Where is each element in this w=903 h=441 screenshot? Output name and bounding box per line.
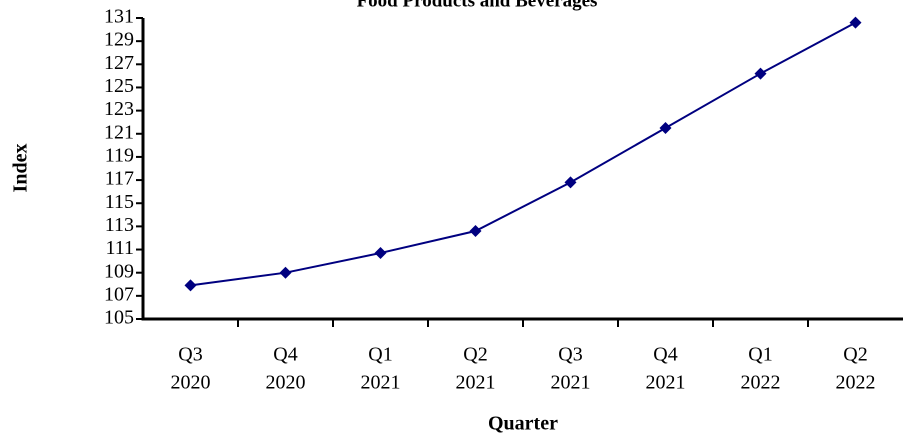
marker (184, 279, 197, 292)
y-tick-label: 121 (104, 121, 134, 143)
x-tick-label: 2022 (836, 372, 876, 394)
y-tick-label: 115 (105, 191, 134, 213)
y-tick-label: 125 (104, 75, 134, 97)
marker (469, 225, 482, 238)
x-tick-label: 2021 (551, 372, 591, 394)
y-tick-label: 107 (104, 283, 134, 305)
x-tick-label: 2021 (456, 372, 496, 394)
x-axis-label: Quarter (488, 413, 558, 435)
x-tick-label: 2020 (266, 372, 306, 394)
x-tick-label: Q2 (843, 344, 867, 366)
marker (659, 121, 672, 134)
marker (564, 176, 577, 189)
y-axis-label: Index (10, 144, 32, 193)
x-tick-label: 2021 (646, 372, 686, 394)
y-tick-label: 111 (105, 237, 134, 259)
y-tick-label: 129 (104, 29, 134, 51)
x-tick-label: Q3 (558, 344, 582, 366)
y-tick-label: 105 (104, 307, 134, 329)
chart-title: Food Products and Beverages (357, 0, 598, 11)
marker (849, 16, 862, 29)
y-tick-label: 117 (105, 168, 134, 190)
y-tick-label: 131 (104, 6, 134, 28)
y-tick-label: 127 (104, 52, 134, 74)
marker (374, 247, 387, 260)
x-tick-label: 2021 (361, 372, 401, 394)
marker (279, 266, 292, 279)
y-tick-label: 109 (104, 260, 134, 282)
marker (754, 67, 767, 80)
x-tick-label: 2022 (741, 372, 781, 394)
y-tick-label: 123 (104, 98, 134, 120)
x-tick-label: Q3 (178, 344, 202, 366)
y-tick-label: 119 (105, 145, 134, 167)
x-tick-label: Q1 (368, 344, 392, 366)
x-tick-label: 2020 (171, 372, 211, 394)
x-tick-label: Q1 (748, 344, 772, 366)
x-tick-label: Q4 (273, 344, 297, 366)
x-tick-label: Q4 (653, 344, 677, 366)
y-tick-label: 113 (105, 214, 134, 236)
series-line (190, 21, 856, 287)
x-tick-label: Q2 (463, 344, 487, 366)
